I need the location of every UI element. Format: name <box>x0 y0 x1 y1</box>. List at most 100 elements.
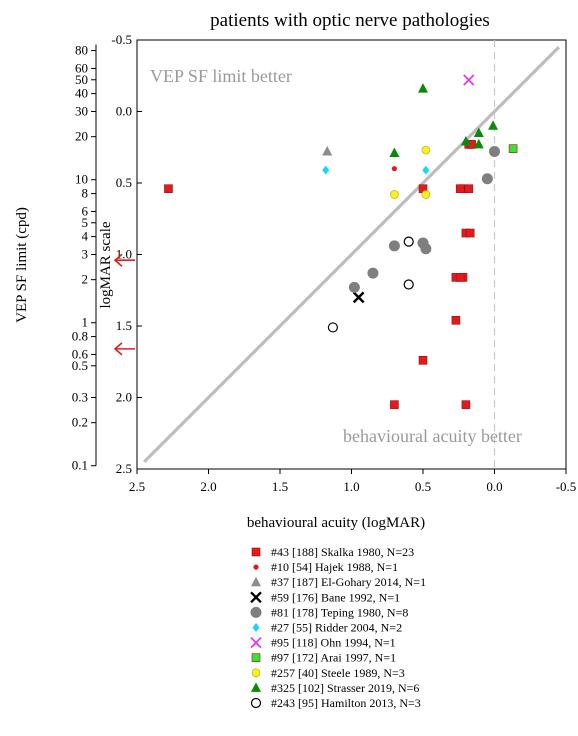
data-point-series-7 <box>508 144 518 153</box>
data-point-series-0 <box>418 356 428 365</box>
cpd-tick-label: 8 <box>82 186 89 201</box>
data-point-series-1 <box>391 166 397 172</box>
legend-marker <box>253 564 259 570</box>
data-point-series-0 <box>461 400 471 409</box>
data-point-series-4 <box>420 243 432 255</box>
legend-marker <box>250 636 262 649</box>
cpd-tick-label: 0.3 <box>72 390 88 405</box>
x-tick-label: 2.5 <box>129 479 145 494</box>
data-point-series-2 <box>322 146 333 156</box>
y-axis-label-outer: VEP SF limit (cpd) <box>14 207 30 323</box>
legend-marker <box>250 697 262 709</box>
data-point-series-8 <box>390 190 399 199</box>
data-point-series-5 <box>422 165 430 175</box>
data-point-series-9 <box>418 83 428 93</box>
x-tick-label: 0.5 <box>415 479 431 494</box>
x-tick-label: 1.0 <box>343 479 359 494</box>
cpd-tick-label: 0.8 <box>72 329 88 344</box>
legend-marker <box>251 653 261 663</box>
data-point-series-4 <box>388 240 400 252</box>
cpd-tick-label: 1 <box>82 315 89 330</box>
cpd-tick-label: 80 <box>75 43 88 58</box>
data-point-series-0 <box>390 400 399 409</box>
cpd-tick-label: 20 <box>75 129 88 144</box>
legend-marker <box>250 606 262 618</box>
legend-marker <box>252 623 260 632</box>
legend-entry: #81 [178] Teping 1980, N=8 <box>271 605 408 619</box>
data-point-series-6 <box>463 74 475 86</box>
logmar-tick-label: -0.5 <box>111 32 132 47</box>
legend-entry: #43 [188] Skalka 1980, N=23 <box>271 545 414 559</box>
legend-entry: #59 [176] Bane 1992, N=1 <box>271 590 400 604</box>
x-tick-labels: 2.5 2.0 1.5 1.0 0.5 0.0 -0.5 <box>129 469 576 494</box>
arrow-markers <box>113 253 135 356</box>
annotation-lower-right: behavioural acuity better <box>343 426 522 446</box>
legend-marker <box>251 682 261 692</box>
cpd-tick-label: 5 <box>82 215 89 230</box>
y-axis-label-inner: logMAR scale <box>98 221 114 308</box>
data-point-series-0 <box>451 315 461 325</box>
data-point-series-0 <box>455 273 465 282</box>
data-point-series-10 <box>403 236 414 247</box>
legend: #43 [188] Skalka 1980, N=23#10 [54] Haje… <box>250 545 426 710</box>
data-point-series-4 <box>367 267 379 279</box>
red-arrow <box>113 342 135 356</box>
logmar-tick-label: 2.5 <box>116 461 132 476</box>
cpd-tick-label: 4 <box>82 229 89 244</box>
data-point-series-9 <box>488 120 499 130</box>
cpd-tick-label: 0.1 <box>72 458 88 473</box>
legend-entry: #257 [40] Steele 1989, N=3 <box>271 666 405 680</box>
data-point-series-0 <box>455 184 465 194</box>
legend-entry: #37 [187] El-Gohary 2014, N=1 <box>271 575 426 589</box>
cpd-tick-label: 0.5 <box>72 358 88 373</box>
legend-entry: #27 [55] Ridder 2004, N=2 <box>271 621 402 635</box>
red-arrow <box>113 253 135 267</box>
x-tick-label: -0.5 <box>556 479 577 494</box>
plot-area <box>136 39 567 470</box>
data-point-series-4 <box>348 281 360 293</box>
logmar-tick-labels: -0.5 0.0 0.5 1.0 1.5 2.0 2.5 <box>111 32 142 476</box>
cpd-tick-label: 10 <box>75 172 88 187</box>
x-tick-label: 0.0 <box>486 479 502 494</box>
data-point-series-10 <box>327 322 339 333</box>
legend-entry: #10 [54] Hajek 1988, N=1 <box>271 560 398 574</box>
x-tick-label: 1.5 <box>272 479 288 494</box>
legend-marker <box>250 591 262 604</box>
data-point-series-9 <box>473 127 484 137</box>
cpd-tick-label: 2 <box>82 272 89 287</box>
legend-marker <box>251 668 261 678</box>
data-point-series-9 <box>460 136 471 146</box>
cpd-tick-label: 30 <box>75 104 88 119</box>
legend-entry: #95 [118] Ohn 1994, N=1 <box>271 636 396 650</box>
chart-title: patients with optic nerve pathologies <box>210 10 490 31</box>
cpd-tick-label: 0.2 <box>72 415 88 430</box>
data-point-series-8 <box>421 190 431 199</box>
identity-line <box>143 46 560 463</box>
x-tick-label: 2.0 <box>200 479 216 494</box>
data-point-series-0 <box>465 228 475 238</box>
legend-marker <box>251 547 261 557</box>
logmar-tick-label: 1.0 <box>116 247 132 262</box>
legend-marker <box>251 576 261 587</box>
cpd-tick-label: 3 <box>82 247 89 262</box>
data-point-series-9 <box>473 138 484 149</box>
data-point-series-8 <box>421 145 431 155</box>
legend-entry: #325 [102] Strasser 2019, N=6 <box>271 681 419 695</box>
logmar-tick-label: 0.0 <box>116 104 132 119</box>
cpd-tick-label: 50 <box>75 72 88 87</box>
cpd-tick-label: 40 <box>75 86 88 101</box>
data-point-series-4 <box>481 173 493 185</box>
data-point-series-3 <box>352 291 365 304</box>
data-point-series-0 <box>464 184 474 194</box>
legend-entry: #243 [95] Hamilton 2013, N=3 <box>271 696 421 710</box>
data-point-series-9 <box>389 147 400 157</box>
logmar-tick-label: 1.5 <box>116 318 132 333</box>
legend-entry: #97 [172] Arai 1997, N=1 <box>271 651 396 665</box>
data-point-series-4 <box>489 146 500 158</box>
cpd-tick-label: 60 <box>75 60 88 75</box>
data-point-series-0 <box>164 184 173 194</box>
cpd-tick-label: 0.6 <box>72 346 89 361</box>
logmar-tick-label: 2.0 <box>116 390 132 405</box>
